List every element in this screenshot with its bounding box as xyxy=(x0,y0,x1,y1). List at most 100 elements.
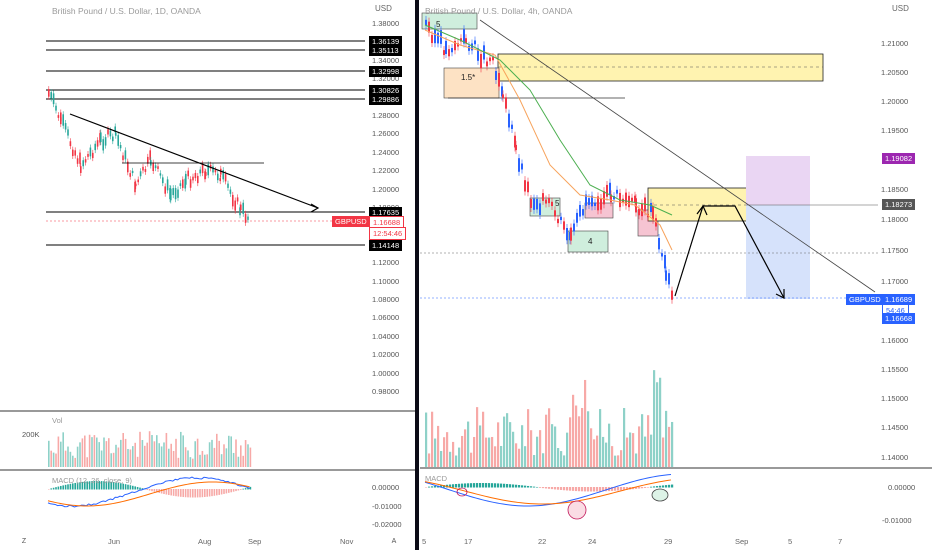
symbol-tag: GBPUSD xyxy=(846,294,884,305)
price-axis-label: 1.19500 xyxy=(881,126,909,135)
box-label-fib: 1.5* xyxy=(461,73,476,82)
candle-body xyxy=(652,206,654,220)
candle-body xyxy=(625,192,627,206)
daily-chart-pane[interactable]: British Pound / U.S. Dollar, 1D, OANDA U… xyxy=(0,0,415,550)
price-axis-label: 1.20500 xyxy=(881,68,909,77)
volume-bar xyxy=(605,442,608,467)
candle-body xyxy=(166,179,169,191)
macd-histogram-bar xyxy=(91,481,93,490)
candle-body xyxy=(539,203,541,215)
auto-scale-button[interactable]: A xyxy=(391,538,397,545)
target-zone-lower xyxy=(746,205,810,299)
candle-body xyxy=(610,194,612,203)
macd-histogram-bar xyxy=(79,482,81,490)
candle-body xyxy=(50,92,52,99)
candle-body xyxy=(185,173,187,185)
volume-bar xyxy=(204,454,206,467)
candle-body xyxy=(57,115,60,118)
volume-bar xyxy=(539,430,542,467)
volume-bar xyxy=(563,455,566,467)
macd-histogram-bar xyxy=(572,487,575,491)
pane-divider[interactable] xyxy=(415,0,419,550)
candle-body xyxy=(548,198,550,204)
volume-bar xyxy=(488,437,491,467)
price-axis-label: 1.20000 xyxy=(372,184,400,194)
volume-bar xyxy=(491,436,494,467)
candle-body xyxy=(157,166,159,169)
time-label-jun: Jun xyxy=(108,537,121,546)
volume-bar xyxy=(50,450,52,467)
volume-bar xyxy=(237,456,240,467)
daily-chart-canvas[interactable] xyxy=(0,0,415,550)
volume-bar xyxy=(201,450,204,467)
candle-body xyxy=(149,150,151,160)
macd-histogram-bar xyxy=(206,489,208,497)
candle-body xyxy=(179,183,182,187)
volume-bar xyxy=(425,412,428,467)
candle-body xyxy=(579,204,581,217)
volume-bar xyxy=(69,451,72,467)
h4-chart-pane[interactable]: British Pound / U.S. Dollar, 4h, OANDA U… xyxy=(420,0,932,550)
candle-body xyxy=(64,123,67,130)
volume-bar xyxy=(524,446,527,467)
price-axis-label: 1.15500 xyxy=(881,365,909,374)
candle-body xyxy=(606,184,608,197)
candle-body xyxy=(514,135,516,148)
volume-bar xyxy=(213,447,216,467)
level-tag: 1.29886 xyxy=(369,94,403,105)
h4-chart-canvas[interactable] xyxy=(420,0,932,550)
candle-body xyxy=(505,97,507,109)
volume-bar xyxy=(461,435,464,467)
divergence-circle xyxy=(456,487,468,497)
macd-histogram-bar xyxy=(218,489,220,495)
macd-histogram-bar xyxy=(199,489,201,498)
volume-bar xyxy=(458,447,461,467)
candle-body xyxy=(139,171,142,177)
macd-histogram-bar xyxy=(635,487,638,489)
volume-bar xyxy=(434,438,437,467)
macd-histogram-bar xyxy=(172,489,175,496)
candle-body xyxy=(214,170,217,173)
volume-bar xyxy=(551,424,554,467)
candle-body xyxy=(134,181,136,193)
candle-body xyxy=(240,204,242,211)
volume-bar xyxy=(93,435,96,467)
macd-histogram-bar xyxy=(153,489,156,492)
volume-bar xyxy=(536,436,539,467)
macd-histogram-bar xyxy=(67,484,69,490)
entry-tag: 1.18273 xyxy=(882,199,916,210)
price-axis-label: 1.34000 xyxy=(372,55,400,65)
volume-bar xyxy=(62,432,64,467)
volume-bar xyxy=(437,425,440,467)
macd-histogram-bar xyxy=(521,485,524,488)
macd-histogram-bar xyxy=(98,481,100,490)
candle-body xyxy=(671,290,673,300)
candle-body xyxy=(52,93,55,105)
price-axis-label: 1.04000 xyxy=(372,331,400,341)
candle-body xyxy=(560,216,562,221)
macd-histogram-bar xyxy=(175,489,177,497)
macd-histogram-bar xyxy=(575,487,578,492)
candle-body xyxy=(127,161,129,173)
candle-body xyxy=(177,189,179,198)
macd-histogram-bar xyxy=(88,481,91,490)
volume-bar xyxy=(593,439,596,467)
volume-bar xyxy=(635,453,638,467)
candle-body xyxy=(234,200,236,211)
macd-histogram-bar xyxy=(560,487,563,490)
macd-histogram-bar xyxy=(581,487,584,492)
macd-histogram-bar xyxy=(57,486,60,490)
macd-histogram-bar xyxy=(213,489,216,496)
volume-bar xyxy=(521,425,524,467)
volume-bar xyxy=(163,442,165,467)
timezone-button[interactable]: Z xyxy=(21,538,27,545)
macd-histogram-bar xyxy=(146,489,148,490)
candle-body xyxy=(217,173,219,181)
volume-bar xyxy=(96,437,98,467)
volume-bar xyxy=(225,448,228,467)
candle-body xyxy=(521,163,523,170)
macd-histogram-bar xyxy=(192,489,194,498)
macd-histogram-bar xyxy=(81,481,84,490)
candle-body xyxy=(573,223,575,232)
volume-bar xyxy=(572,394,575,467)
